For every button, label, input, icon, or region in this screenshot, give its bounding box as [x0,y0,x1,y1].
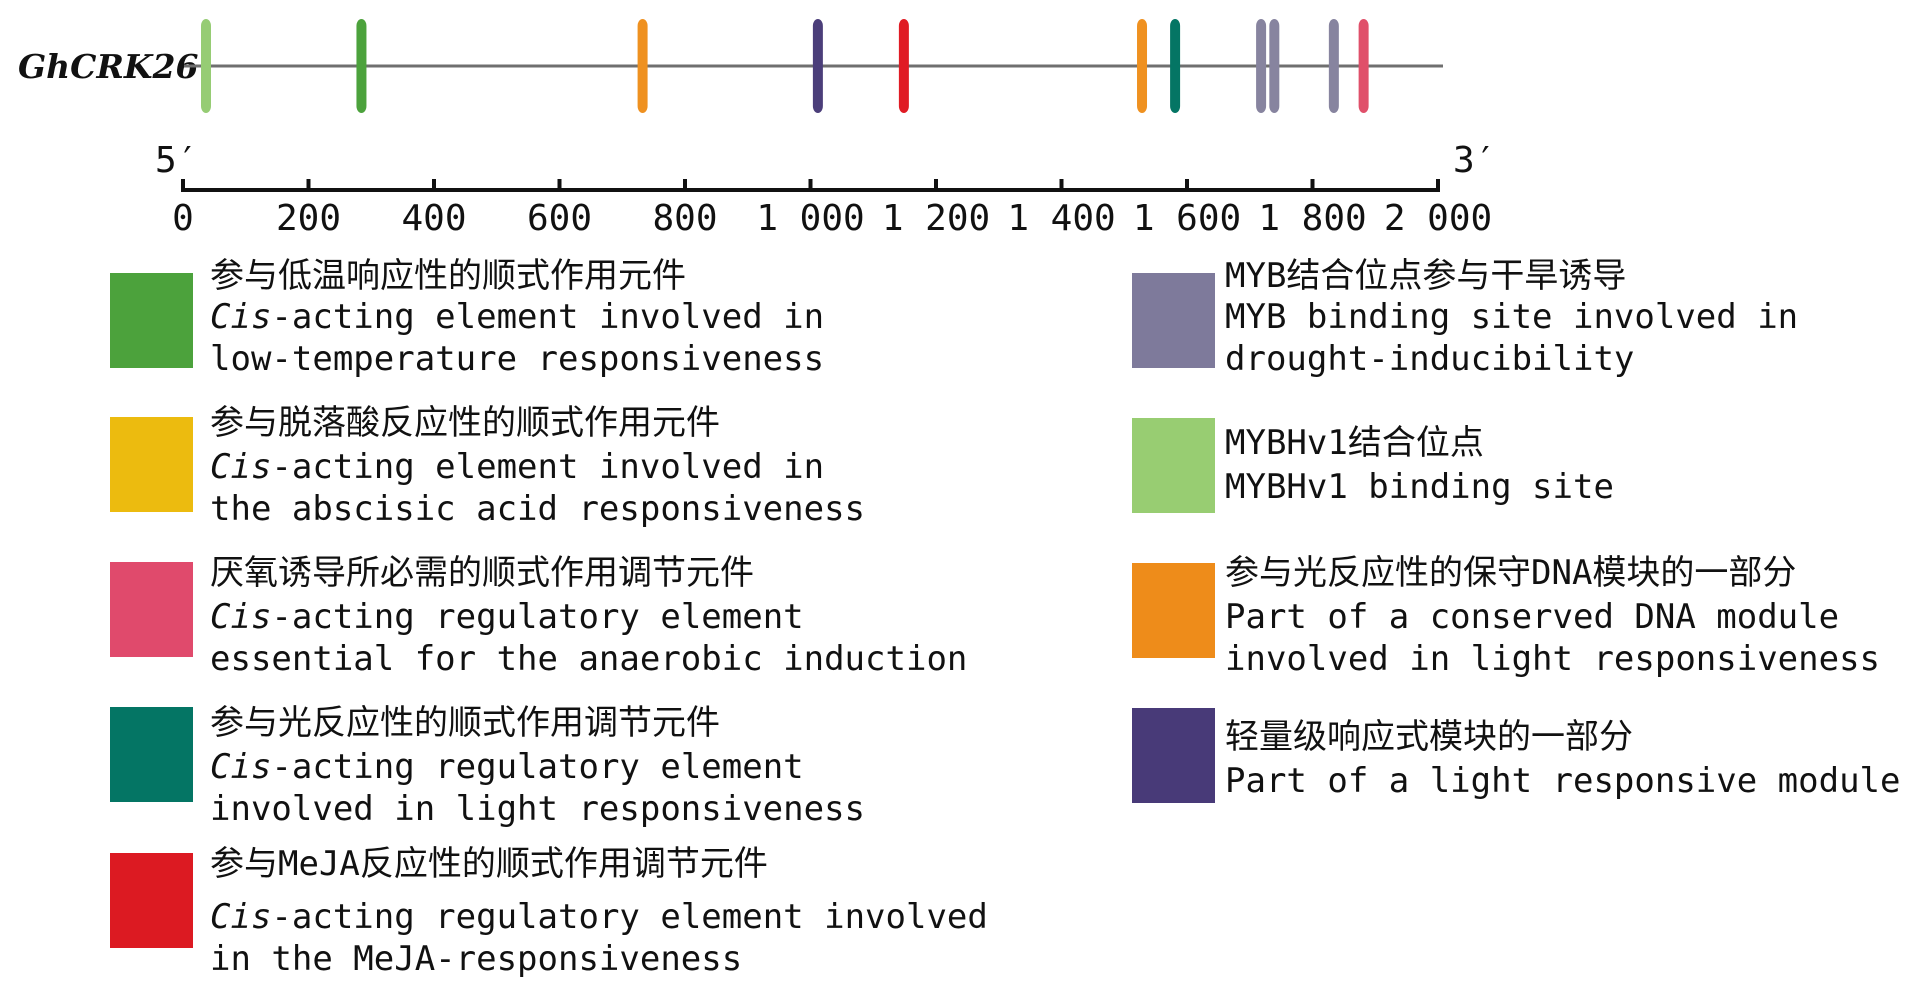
legend-text: -acting element involved in [271,447,824,487]
legend-item: 参与光反应性的顺式作用调节元件 Cis-acting regulatory el… [110,703,865,829]
legend-italic: Cis [210,447,271,487]
legend-label-zh: 参与MeJA反应性的顺式作用调节元件 [210,844,768,884]
legend-italic: Cis [210,747,271,787]
legend-item: 参与低温响应性的顺式作用元件 Cis-acting element involv… [110,256,824,379]
axis-ticks: 0 200 400 600 800 1 000 1 200 1 400 1 600 1 800 2 … [172,179,1492,239]
legend-italic: Cis [210,597,271,637]
legend-label-zh: 参与脱落酸反应性的顺式作用元件 [210,403,720,443]
legend-label-en-2: involved in light responsiveness [210,789,865,829]
legend-swatch [110,273,193,368]
legend-item: 厌氧诱导所必需的顺式作用调节元件 Cis-acting regulatory e… [110,553,967,679]
element-marker-myb-drought [1269,19,1280,113]
legend-label-zh: 参与低温响应性的顺式作用元件 [210,256,686,296]
legend-label-en-1: Part of a conserved DNA module [1225,597,1839,637]
legend-swatch [1132,418,1215,513]
three-prime-label: 3′ [1453,140,1496,181]
legend-item: MYBHv1结合位点 MYBHv1 binding site [1132,418,1614,513]
legend-label-en-1: Cis-acting regulatory element involved [210,897,988,937]
legend-swatch [110,562,193,657]
axis-tick-label: 1 000 [756,198,864,239]
legend-swatch [1132,273,1215,368]
legend-label-en-1: MYB binding site involved in [1225,297,1798,337]
element-marker-myb-drought [1328,19,1339,113]
legend-label-zh: 厌氧诱导所必需的顺式作用调节元件 [210,553,754,593]
element-marker-light-module-part [637,19,648,113]
legend-label-zh: 参与光反应性的保守DNA模块的一部分 [1225,553,1796,593]
axis-tick-label: 0 [172,198,194,239]
element-marker-meja [898,19,909,113]
legend-label-en-2: the abscisic acid responsiveness [210,489,865,529]
element-marker-myb-drought [1256,19,1267,113]
legend-item: 参与MeJA反应性的顺式作用调节元件 Cis-acting regulatory… [110,844,988,979]
legend-text: -acting regulatory element [271,747,803,787]
element-marker-low-temp [356,19,367,113]
five-prime-label: 5′ [155,140,198,181]
legend-right: MYB结合位点参与干旱诱导 MYB binding site involved … [1132,256,1901,803]
axis-tick-label: 2 000 [1384,198,1492,239]
axis-tick-label: 800 [652,198,717,239]
legend-label-en-2: essential for the anaerobic induction [210,639,967,679]
axis-tick-label: 1 200 [882,198,990,239]
legend-label-en-1: Cis-acting element involved in [210,447,824,487]
element-marker-light-module-part [1137,19,1148,113]
legend-label-en-1: Cis-acting element involved in [210,297,824,337]
legend-label-zh: MYBHv1结合位点 [1225,423,1484,463]
element-markers [200,19,1369,113]
legend-italic: Cis [210,297,271,337]
legend-label-en-1: Cis-acting regulatory element [210,597,804,637]
element-marker-light-regulatory [1170,19,1181,113]
gene-name: GhCRK26 [18,47,199,86]
legend-swatch [110,853,193,948]
axis-tick-label: 400 [401,198,466,239]
legend-item: 轻量级响应式模块的一部分 Part of a light responsive … [1132,708,1901,803]
legend-text: -acting regulatory element [271,597,803,637]
axis-tick-label: 1 400 [1007,198,1115,239]
legend-label-en-2: involved in light responsiveness [1225,639,1880,679]
legend-label-zh: MYB结合位点参与干旱诱导 [1225,256,1626,296]
legend-label-zh: 参与光反应性的顺式作用调节元件 [210,703,720,743]
legend-label-en-1: Part of a light responsive module [1225,761,1901,801]
legend-swatch [1132,563,1215,658]
legend-label-en-2: low-temperature responsiveness [210,339,824,379]
element-marker-myb-hv1 [200,19,211,113]
legend-swatch [110,707,193,802]
legend-left: 参与低温响应性的顺式作用元件 Cis-acting element involv… [110,256,988,979]
legend-label-en-1: MYBHv1 binding site [1225,467,1614,507]
legend-label-zh: 轻量级响应式模块的一部分 [1225,717,1633,757]
legend-label-en-2: drought-inducibility [1225,339,1634,379]
element-marker-light-responsive-module [812,19,823,113]
legend-item: 参与脱落酸反应性的顺式作用元件 Cis-acting element invol… [110,403,865,529]
axis-tick-label: 200 [276,198,341,239]
legend-swatch [110,417,193,512]
legend-italic: Cis [210,897,271,937]
legend-label-en-1: Cis-acting regulatory element [210,747,804,787]
element-marker-anaerobic [1358,19,1369,113]
legend-swatch [1132,708,1215,803]
axis-tick-label: 600 [527,198,592,239]
legend-text: -acting element involved in [271,297,824,337]
legend-text: -acting regulatory element involved [271,897,987,937]
axis-tick-label: 1 800 [1258,198,1366,239]
axis-tick-label: 1 600 [1133,198,1241,239]
legend-item: 参与光反应性的保守DNA模块的一部分 Part of a conserved D… [1132,553,1880,679]
legend-label-en-2: in the MeJA-responsiveness [210,939,742,979]
legend-item: MYB结合位点参与干旱诱导 MYB binding site involved … [1132,256,1798,379]
